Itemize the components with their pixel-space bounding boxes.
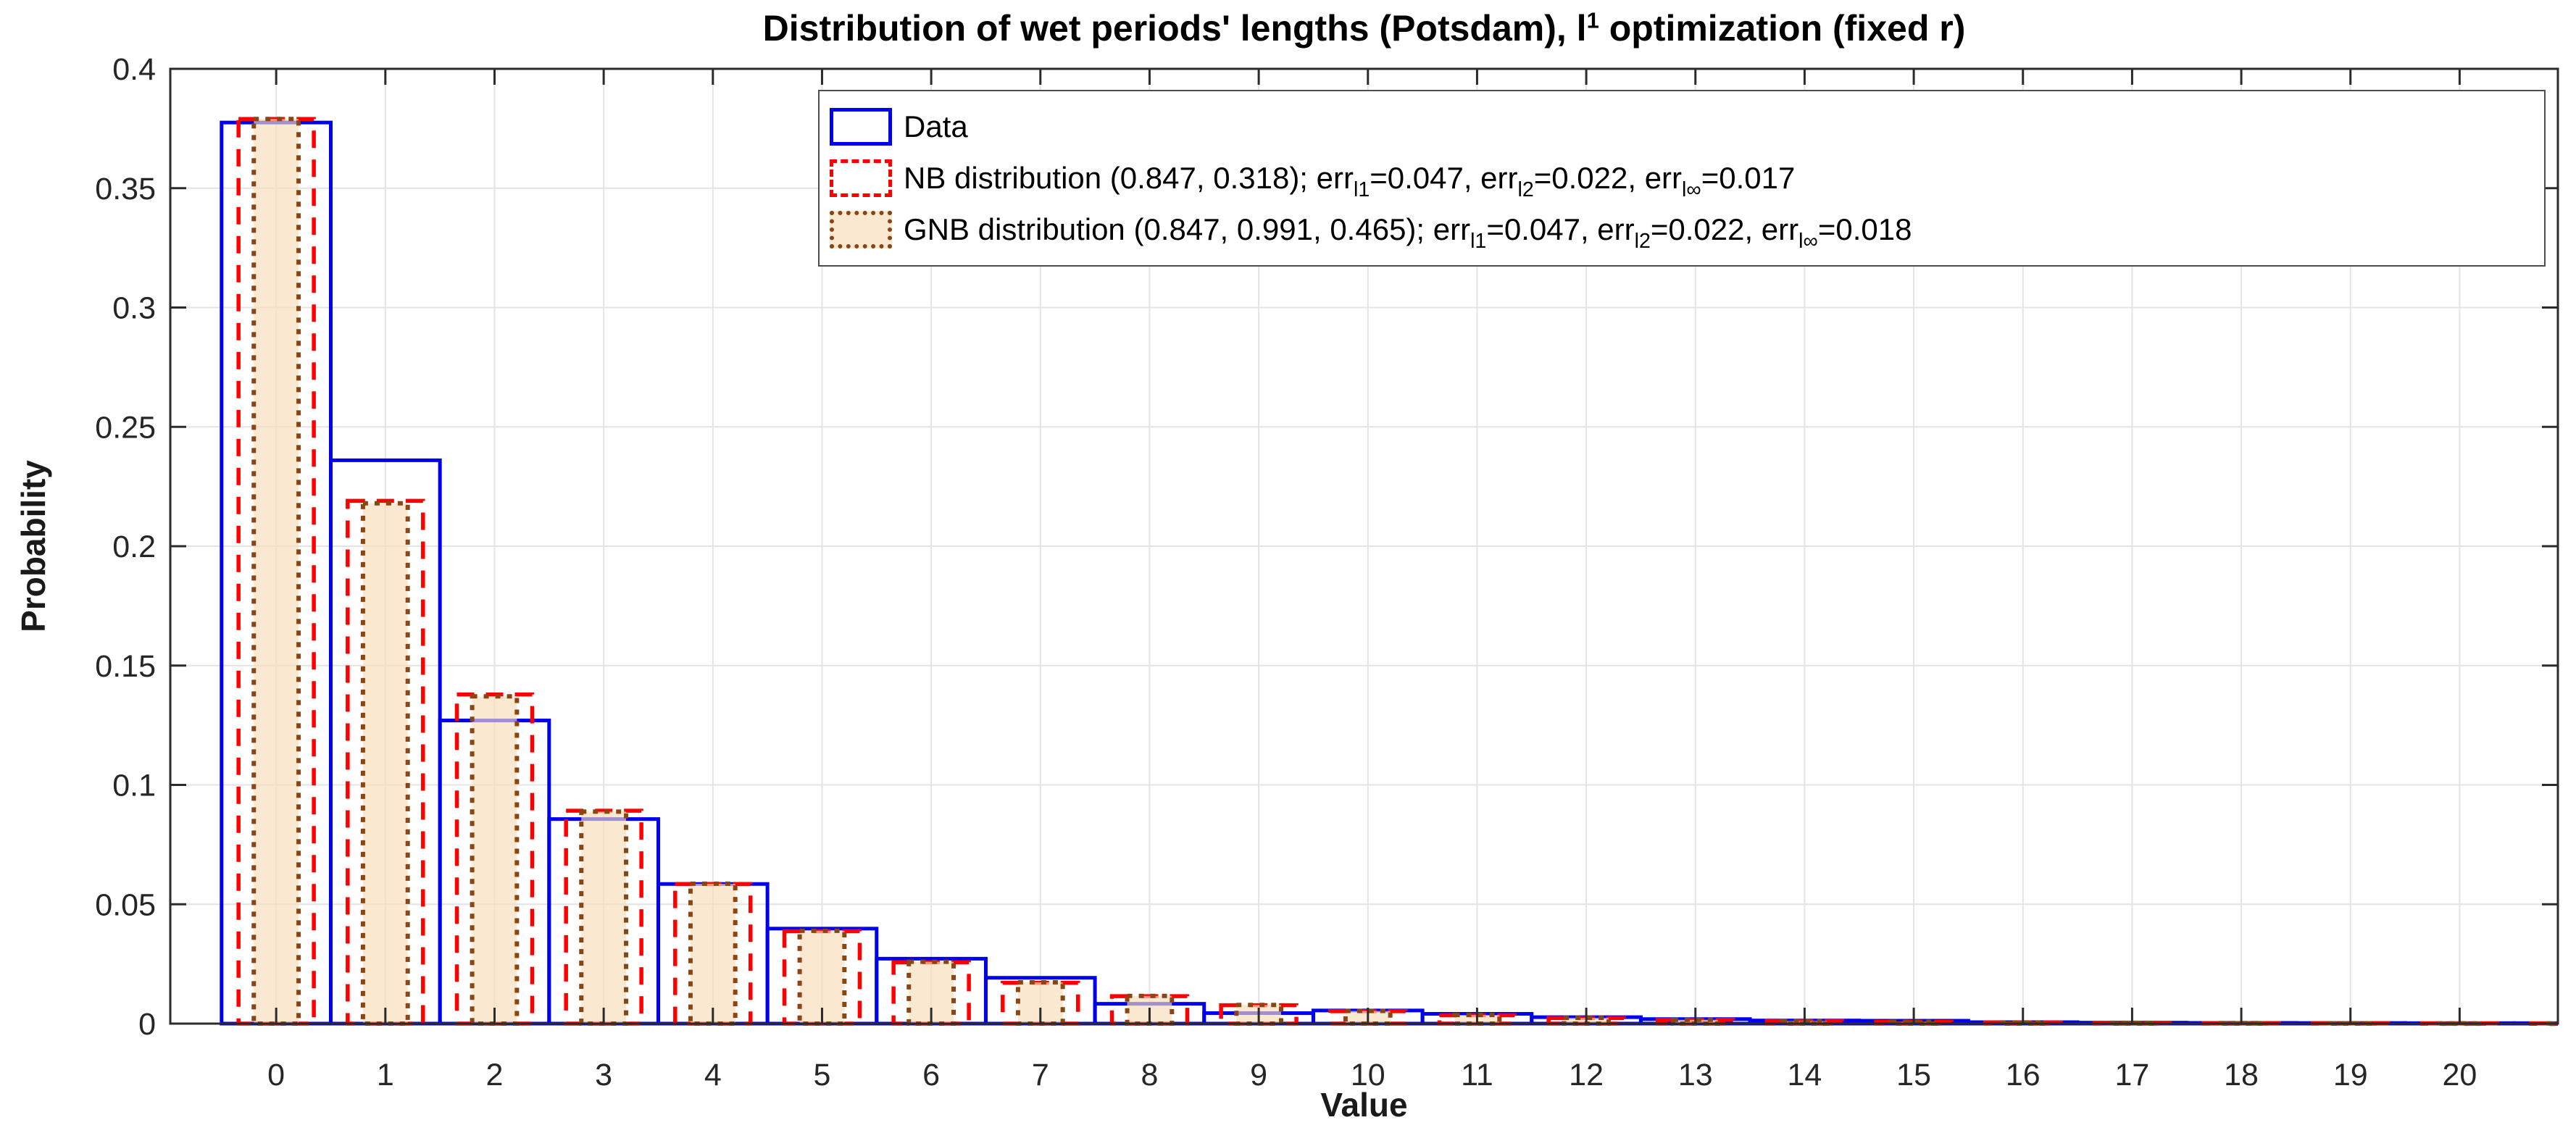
x-tick-label: 4: [704, 1058, 722, 1092]
text-segment: NB distribution (0.847, 0.318); err: [904, 161, 1354, 195]
x-tick-label: 5: [813, 1058, 830, 1092]
legend-label-nb: NB distribution (0.847, 0.318); errl1=0.…: [904, 161, 1796, 201]
tick-marks: [170, 67, 2558, 1025]
bar-gnb-3: [579, 809, 629, 1027]
y-tick-label: 0.4: [112, 52, 156, 87]
x-tick-label: 12: [1569, 1058, 1604, 1092]
x-axis-label: Value: [1320, 1086, 1408, 1124]
legend-item-gnb: GNB distribution (0.847, 0.991, 0.465); …: [830, 211, 2538, 252]
bar-gnb-1: [360, 501, 410, 1026]
y-tick-label: 0.1: [112, 769, 156, 803]
bar-gnb-4: [688, 881, 738, 1026]
legend: Data NB distribution (0.847, 0.318); errl…: [818, 90, 2546, 267]
legend-label-gnb: GNB distribution (0.847, 0.991, 0.465); …: [904, 212, 1912, 252]
legend-label-data: Data: [904, 112, 968, 142]
x-tick-label: 9: [1250, 1058, 1267, 1092]
x-tick-label: 20: [2442, 1058, 2477, 1092]
x-tick-label: 7: [1032, 1058, 1049, 1092]
y-tick-label: 0: [138, 1007, 156, 1042]
x-tick-label: 16: [2006, 1058, 2041, 1092]
x-tick-label: 1: [377, 1058, 394, 1092]
legend-item-data: Data: [830, 108, 2538, 146]
data-swatch-icon: [830, 108, 892, 146]
chart-title: Distribution of wet periods' lengths (Po…: [170, 9, 2558, 49]
x-tick-label: 10: [1351, 1058, 1385, 1092]
x-tick-label: 18: [2224, 1058, 2259, 1092]
x-tick-label: 19: [2333, 1058, 2368, 1092]
y-tick-label: 0.35: [95, 172, 156, 206]
subscript: l2: [1517, 177, 1534, 201]
subscript: l2: [1634, 229, 1651, 253]
text-segment: =0.018: [1817, 212, 1912, 246]
text-segment: =0.022, err: [1650, 212, 1799, 246]
nb-swatch-icon: [830, 159, 892, 197]
text-segment: =0.047, err: [1370, 161, 1518, 195]
text-segment: Data: [904, 109, 968, 143]
text-segment: =0.022, err: [1533, 161, 1683, 195]
bar-gnb-2: [470, 694, 520, 1026]
text-segment: Distribution of wet periods' lengths (Po…: [762, 8, 1587, 49]
x-tick-label: 0: [267, 1058, 285, 1092]
bar-nb-1: [346, 498, 425, 1026]
legend-item-nb: NB distribution (0.847, 0.318); errl1=0.…: [830, 159, 2538, 201]
x-tick-label: 14: [1788, 1058, 1822, 1092]
x-tick-label: 11: [1461, 1058, 1493, 1092]
bar-gnb-0: [251, 117, 301, 1027]
x-tick-label: 3: [595, 1058, 612, 1092]
superscript: 1: [1586, 7, 1599, 33]
x-tick-label: 6: [922, 1058, 940, 1092]
subscript: l∞: [1798, 229, 1818, 253]
y-tick-label: 0.3: [112, 291, 156, 326]
y-tick-label: 0.2: [112, 530, 156, 564]
text-segment: GNB distribution (0.847, 0.991, 0.465); …: [904, 212, 1471, 246]
x-tick-label: 17: [2114, 1058, 2149, 1092]
y-tick-label: 0.05: [95, 887, 156, 922]
x-tick-label: 8: [1141, 1058, 1158, 1092]
y-axis-label: Probability: [14, 460, 52, 632]
x-tick-label: 13: [1678, 1058, 1713, 1092]
gnb-swatch-icon: [830, 211, 892, 248]
subscript: l1: [1470, 229, 1487, 253]
y-tick-label: 0.25: [95, 410, 156, 445]
subscript: l1: [1353, 177, 1370, 201]
subscript: l∞: [1682, 177, 1701, 201]
x-tick-label: 2: [486, 1058, 504, 1092]
y-tick-label: 0.15: [95, 649, 156, 684]
text-segment: =0.047, err: [1486, 212, 1635, 246]
text-segment: =0.017: [1701, 161, 1796, 195]
x-tick-label: 15: [1896, 1058, 1931, 1092]
text-segment: optimization (fixed r): [1598, 8, 1966, 49]
